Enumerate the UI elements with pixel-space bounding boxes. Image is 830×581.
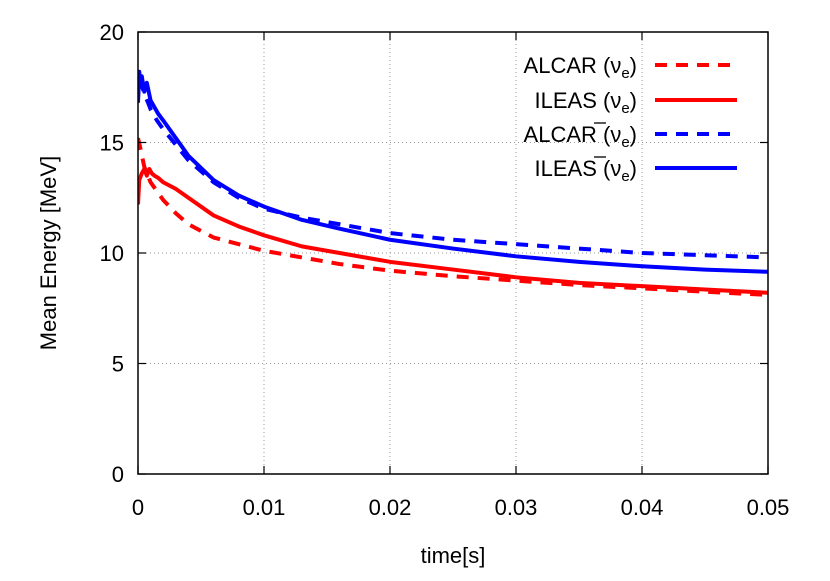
legend: ALCAR (νe) ILEAS (νe) ALCAR (νe) ILEAS (νe) xyxy=(524,53,737,185)
x-tick-label: 0.02 xyxy=(369,495,412,520)
y-tick-label: 5 xyxy=(112,352,124,377)
legend-label-0: ALCAR (νe) xyxy=(524,53,637,82)
legend-label-3: ILEAS (νe) xyxy=(535,156,637,185)
y-tick-label: 10 xyxy=(100,241,124,266)
x-tick-label: 0.04 xyxy=(621,495,664,520)
y-tick-label: 15 xyxy=(100,131,124,156)
series-line-3 xyxy=(138,69,768,274)
series-line-0 xyxy=(138,137,768,297)
x-tick-label: 0.03 xyxy=(495,495,538,520)
x-tick-label: 0.05 xyxy=(747,495,790,520)
y-tick-label: 20 xyxy=(100,20,124,45)
y-tick-label: 0 xyxy=(112,462,124,487)
legend-label-2: ALCAR (νe) xyxy=(524,122,637,151)
x-tick-label: 0 xyxy=(132,495,144,520)
x-tick-label: 0.01 xyxy=(243,495,286,520)
series-lines xyxy=(138,69,768,297)
legend-label-1: ILEAS (νe) xyxy=(535,88,637,117)
axis-ticks xyxy=(137,31,769,475)
x-axis-label: time[s] xyxy=(421,543,486,568)
series-line-2 xyxy=(138,76,768,260)
y-axis-label: Mean Energy [MeV] xyxy=(36,156,61,350)
series-line-1 xyxy=(138,167,768,295)
tick-labels: 0 0.01 0.02 0.03 0.04 0.05 0 5 10 15 20 xyxy=(100,20,790,520)
